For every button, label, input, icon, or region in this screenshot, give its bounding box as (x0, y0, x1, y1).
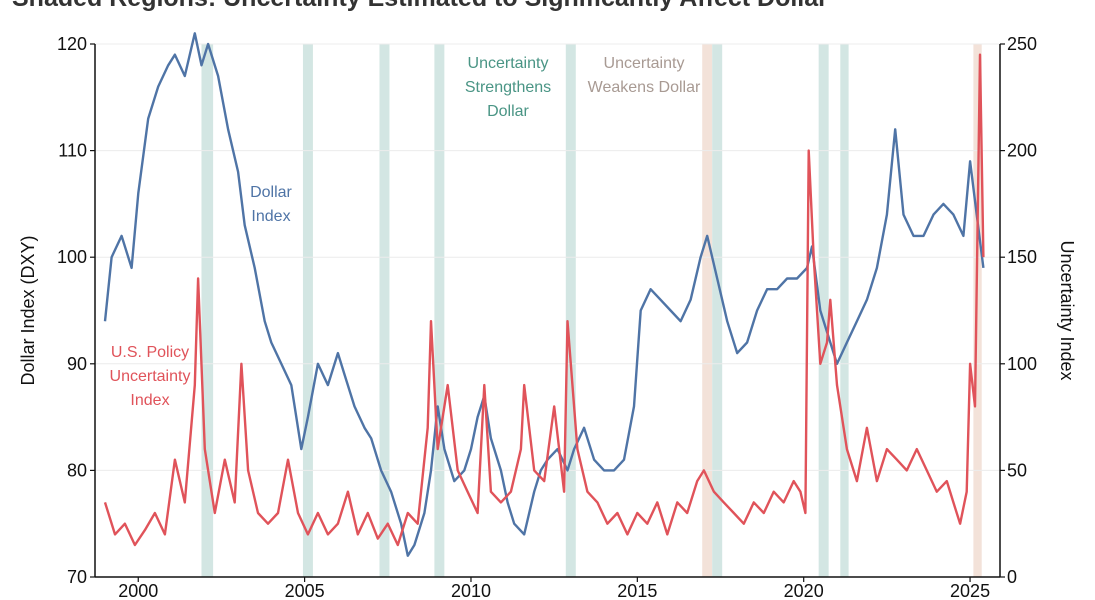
y2-tick-label-0: 0 (1007, 567, 1017, 587)
weaken-region-0 (702, 44, 713, 577)
tick-labels: 2000 2005 2010 2015 2020 2025 70 80 90 100 110 120 0… (57, 34, 1037, 600)
uncertainty-index-annotation-line-0: U.S. Policy (111, 344, 189, 361)
dollar-index-annotation-line-1: Index (251, 208, 290, 225)
uncertainty-index-annotation-line-1: Uncertainty (110, 368, 191, 385)
strengthen-region-1 (302, 44, 313, 577)
strengthen-region-5 (712, 44, 723, 577)
strengthen-region-3 (434, 44, 445, 577)
y2-tick-label-1: 50 (1007, 460, 1027, 480)
uncertainty-index-annotation-line-2: Index (130, 392, 169, 409)
y-tick-label-5: 120 (57, 34, 87, 54)
y-tick-label-0: 70 (67, 567, 87, 587)
y-tick-label-3: 100 (57, 247, 87, 267)
strengthens-annotation-line-2: Dollar (487, 103, 529, 120)
y2-tick-label-3: 150 (1007, 247, 1037, 267)
y-tick-label-2: 90 (67, 354, 87, 374)
weakens-annotation-line-1: Weakens Dollar (588, 79, 701, 96)
y-tick-label-4: 110 (58, 141, 87, 161)
x-tick-label-3: 2015 (617, 581, 657, 600)
strengthen-region-0 (201, 44, 214, 577)
strengthen-region-4 (565, 44, 576, 577)
x-tick-label-0: 2000 (118, 581, 158, 600)
weakens-annotation-line-0: Uncertainty (604, 55, 685, 72)
y-axis-label: Dollar Index (DXY) (18, 235, 38, 385)
strengthen-region-2 (379, 44, 390, 577)
uncertainty-index-line (103, 53, 985, 547)
y2-tick-label-5: 250 (1007, 34, 1037, 54)
strengthen-region-7 (840, 44, 849, 577)
dollar-index-annotation-line-0: Dollar (250, 184, 292, 201)
strengthens-annotation-line-1: Strengthens (465, 79, 551, 96)
annotations: Dollar Index U.S. Policy Uncertainty Index Un… (110, 55, 701, 409)
x-tick-label-2: 2010 (451, 581, 491, 600)
series-lines (103, 32, 985, 557)
y2-tick-label-4: 200 (1007, 141, 1037, 161)
x-tick-label-4: 2020 (784, 581, 824, 600)
y-tick-label-1: 80 (67, 460, 87, 480)
x-tick-label-1: 2005 (285, 581, 325, 600)
y2-axis-label: Uncertainty Index (1057, 240, 1077, 380)
y2-tick-label-2: 100 (1007, 354, 1037, 374)
page-title: Shaded Regions: Uncertainty Estimated to… (12, 0, 828, 13)
x-tick-label-5: 2025 (950, 581, 990, 600)
strengthens-annotation-line-0: Uncertainty (468, 55, 549, 72)
strengthen-region-6 (818, 44, 829, 577)
gridlines (95, 43, 1000, 578)
axes (94, 44, 1001, 578)
